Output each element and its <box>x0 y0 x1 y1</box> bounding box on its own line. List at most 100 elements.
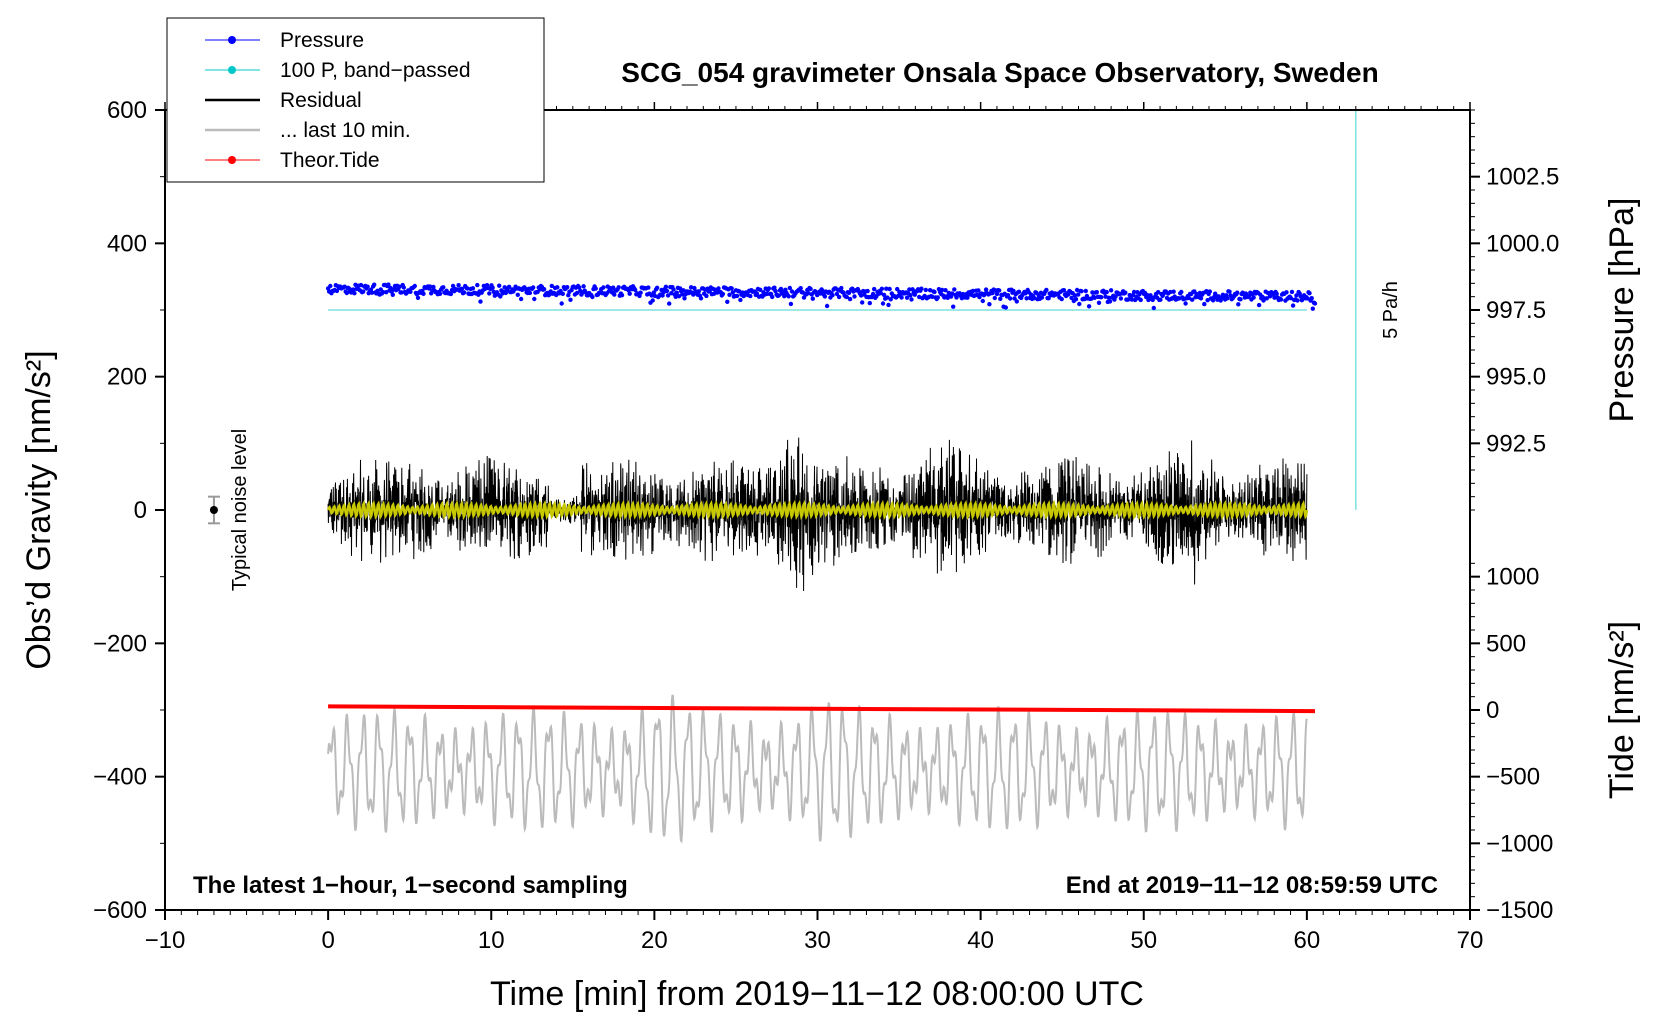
tide-tick-label: 0 <box>1486 697 1499 724</box>
pressure-point <box>923 287 928 293</box>
legend-swatch-marker <box>228 36 236 44</box>
pressure-point <box>940 287 945 293</box>
pressure-point <box>976 288 981 293</box>
pressure-point <box>1183 301 1188 306</box>
pressure-point <box>1202 301 1207 307</box>
pressure-point <box>1039 295 1045 300</box>
pressure-point <box>844 294 849 300</box>
pressure-point <box>748 293 753 299</box>
pressure-point <box>568 297 573 302</box>
pressure-point <box>1256 302 1262 308</box>
pressure-point <box>912 292 917 297</box>
pressure-point <box>638 290 643 295</box>
pressure-point <box>531 285 536 290</box>
pressure-point <box>1171 289 1176 294</box>
pressure-point <box>886 302 891 308</box>
pressure-point <box>523 286 528 292</box>
pressure-point <box>1305 296 1310 301</box>
pressure-point <box>820 288 825 294</box>
pressure-point <box>782 294 787 299</box>
x-tick-label: 0 <box>321 927 334 954</box>
pressure-point <box>1123 290 1128 295</box>
pressure-point <box>1131 289 1137 295</box>
pressure-point <box>716 286 721 291</box>
pressure-point <box>1227 289 1232 294</box>
pressure-point <box>682 296 687 301</box>
pressure-point <box>830 293 835 298</box>
pressure-point <box>680 292 685 297</box>
pressure-point <box>935 295 940 300</box>
pressure-point <box>490 285 495 290</box>
pressure-point <box>555 285 560 290</box>
pressure-point <box>1210 298 1216 303</box>
pressure-point <box>384 290 389 295</box>
pressure-point <box>1003 305 1008 310</box>
pressure-point <box>577 285 582 290</box>
pressure-point <box>949 291 955 296</box>
x-tick-label: 60 <box>1294 927 1321 954</box>
pressure-point <box>560 291 565 296</box>
pressure-point <box>704 293 709 299</box>
pressure-point <box>917 294 922 300</box>
pressure-point <box>810 296 815 301</box>
pressure-point <box>441 285 446 290</box>
pressure-rate-label: 5 Pa/h <box>1380 281 1402 339</box>
pressure-point <box>764 291 769 297</box>
pressure-point <box>1059 296 1064 302</box>
pressure-point <box>688 285 694 290</box>
pressure-point <box>839 285 844 291</box>
y-tick-label: 0 <box>134 497 147 524</box>
pressure-point <box>808 286 813 292</box>
pressure-point <box>1156 290 1161 295</box>
pressure-point <box>738 297 743 303</box>
noise-marker-point <box>209 506 218 514</box>
pressure-point <box>674 290 679 295</box>
pressure-point <box>328 283 333 289</box>
pressure-point <box>459 286 465 291</box>
y-tick-label: 600 <box>107 97 147 124</box>
pressure-point <box>361 289 366 294</box>
pressure-point <box>652 293 658 299</box>
pressure-point <box>904 295 910 300</box>
pressure-point <box>836 294 842 300</box>
pressure-point <box>565 285 570 290</box>
pressure-point <box>388 285 393 291</box>
legend: Pressure 100 P, band−passed Residual ... la… <box>166 17 545 183</box>
pressure-point <box>1024 296 1029 301</box>
pressure-point <box>541 287 547 292</box>
pressure-point <box>527 290 533 296</box>
pressure-point <box>1312 301 1318 306</box>
legend-swatch-marker <box>228 66 236 74</box>
pressure-point <box>1205 298 1210 303</box>
pressure-point <box>650 298 655 303</box>
pressure-point <box>352 291 357 296</box>
pressure-point <box>1104 289 1109 295</box>
pressure-point <box>720 291 726 297</box>
pressure-point <box>778 286 784 292</box>
pressure-point <box>1016 289 1022 294</box>
pressure-point <box>465 286 470 291</box>
pressure-point <box>786 294 791 299</box>
pressure-point <box>1069 295 1074 301</box>
x-tick-label: 40 <box>967 927 994 954</box>
pressure-point <box>1236 302 1241 307</box>
pressure-point <box>470 286 476 291</box>
pressure-point <box>593 286 598 291</box>
pressure-point <box>870 291 876 297</box>
pressure-point <box>1118 296 1124 301</box>
pressure-point <box>1145 293 1150 298</box>
pressure-point <box>734 293 740 299</box>
pressure-point <box>997 288 1002 293</box>
pressure-point <box>1290 303 1296 308</box>
pressure-point <box>1023 291 1028 296</box>
pressure-point <box>725 299 730 304</box>
pressure-point <box>952 287 957 292</box>
pressure-point <box>691 292 696 297</box>
pressure-point <box>397 284 402 289</box>
pressure-point <box>872 286 877 292</box>
pressure-point <box>932 289 937 295</box>
pressure-point <box>772 285 777 290</box>
pressure-point <box>1138 297 1143 303</box>
pressure-point <box>1307 291 1312 296</box>
pressure-point <box>478 299 483 304</box>
